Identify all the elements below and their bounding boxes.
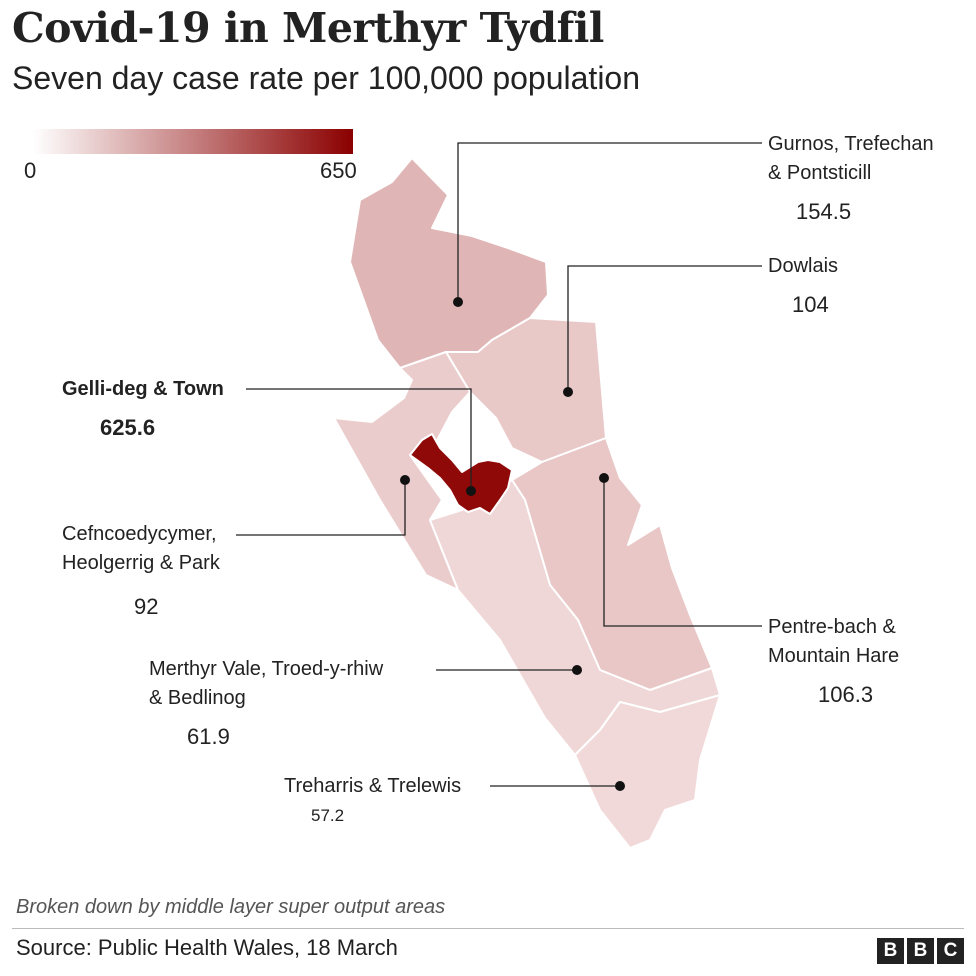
bbc-logo: B B C (877, 938, 964, 964)
marker-dot (563, 387, 573, 397)
logo-letter: B (907, 938, 934, 964)
callout-gurnos: Gurnos, Trefechan & Pontsticill 154.5 (768, 130, 934, 226)
logo-letter: B (877, 938, 904, 964)
marker-dot (453, 297, 463, 307)
marker-dot (466, 486, 476, 496)
area-name: & Pontsticill (768, 162, 872, 184)
logo-letter: C (937, 938, 964, 964)
callout-merthyr-vale: Merthyr Vale, Troed-y-rhiw & Bedlinog 61… (149, 655, 383, 751)
area-value: 61.9 (187, 724, 230, 749)
leader-line-gelli-deg (246, 388, 472, 491)
callout-cefncoed: Cefncoedycymer, Heolgerrig & Park 92 (62, 520, 220, 621)
area-value: 625.6 (100, 415, 156, 440)
callout-treharris: Treharris & Trelewis 57.2 (284, 772, 461, 830)
area-value: 104 (792, 292, 829, 317)
area-name: Pentre-bach & (768, 616, 896, 638)
area-value: 92 (134, 594, 159, 619)
area-name: Cefncoedycymer, (62, 523, 217, 545)
area-name: Mountain Hare (768, 645, 900, 667)
marker-dot (400, 475, 410, 485)
region-dowlais (445, 317, 607, 463)
footnote: Broken down by middle layer super output… (16, 896, 446, 918)
footer-divider (12, 928, 964, 929)
area-name: Gurnos, Trefechan (768, 133, 934, 155)
marker-dot (572, 665, 582, 675)
leader-line-gurnos (457, 142, 762, 302)
legend-max-label: 650 (320, 158, 357, 183)
area-name: Dowlais (768, 255, 839, 277)
region-treharris (574, 694, 721, 849)
color-scale-legend (33, 129, 353, 154)
region-merthyr-vale (429, 479, 721, 756)
legend-min-label: 0 (24, 158, 37, 183)
callout-dowlais: Dowlais 104 (768, 252, 838, 319)
area-name: & Bedlinog (149, 687, 246, 709)
map-title: Covid-19 in Merthyr Tydfil (12, 4, 604, 52)
area-name: Merthyr Vale, Troed-y-rhiw (149, 658, 384, 680)
marker-dot (599, 473, 609, 483)
area-name: Heolgerrig & Park (62, 552, 220, 574)
marker-dot (615, 781, 625, 791)
area-value: 57.2 (311, 806, 345, 825)
area-name: Treharris & Trelewis (284, 775, 462, 797)
callout-gelli-deg: Gelli-deg & Town 625.6 (62, 375, 224, 442)
map-subtitle: Seven day case rate per 100,000 populati… (12, 60, 641, 96)
leader-line-dowlais (567, 265, 762, 392)
callout-pentre-bach: Pentre-bach & Mountain Hare 106.3 (768, 613, 899, 709)
source-credit: Source: Public Health Wales, 18 March (16, 935, 398, 960)
region-gelli-deg (409, 433, 513, 515)
area-name: Gelli-deg & Town (62, 378, 224, 400)
leader-line-cefncoed (236, 480, 406, 536)
area-value: 154.5 (796, 199, 852, 224)
area-value: 106.3 (818, 682, 874, 707)
leader-line-pentre-bach (603, 478, 762, 627)
